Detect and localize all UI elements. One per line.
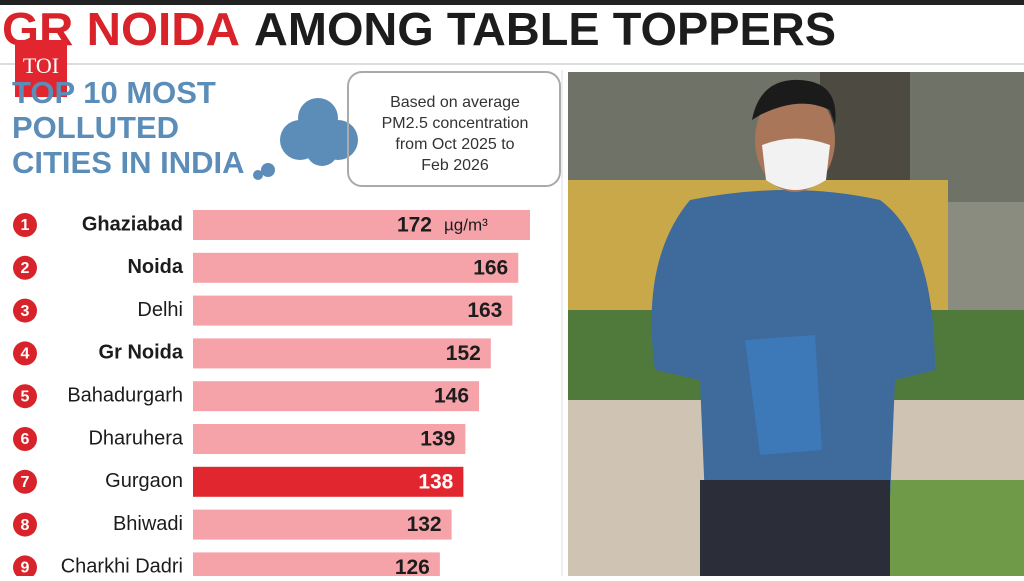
value-label: 172 — [397, 214, 432, 237]
photo — [568, 72, 1024, 576]
rank: 2 — [21, 260, 30, 277]
rank-badge — [13, 555, 37, 580]
value-label: 126 — [395, 556, 430, 576]
rank-badge — [13, 298, 37, 323]
value-label: 132 — [407, 513, 442, 536]
bar — [193, 338, 491, 369]
top-rule — [0, 0, 1024, 5]
note: PM2.5 concentration — [382, 115, 529, 132]
category-label: Bahadurgarh — [67, 384, 183, 406]
note-box — [347, 71, 561, 187]
bar — [193, 252, 519, 283]
value-label: 163 — [467, 299, 502, 322]
bar — [193, 424, 466, 454]
note: Based on average — [390, 94, 520, 111]
subtitle: TOP 10 MOST — [12, 75, 216, 110]
category-label: Charkhi Dadri — [61, 556, 183, 576]
subtitle: POLLUTED — [12, 110, 179, 145]
rank: 3 — [21, 303, 30, 320]
note: Feb 2026 — [421, 157, 489, 174]
category-label: Delhi — [137, 299, 183, 321]
category-label: Gurgaon — [105, 470, 183, 492]
category-label: Dharuhera — [88, 427, 183, 449]
bar — [193, 210, 530, 240]
rank-badge — [13, 255, 37, 280]
logo: TOI — [23, 53, 59, 78]
value-label: 152 — [446, 342, 481, 365]
value-label: 146 — [434, 385, 469, 408]
bar — [193, 466, 464, 497]
rank: 7 — [21, 474, 30, 491]
rank-badge — [13, 341, 37, 366]
rank: 1 — [21, 217, 30, 234]
value-label: 139 — [420, 428, 455, 451]
bar — [193, 509, 452, 540]
rank-badge — [13, 512, 37, 537]
subtitle: CITIES IN INDIA — [12, 145, 245, 180]
cloud-icon — [253, 98, 358, 180]
category-label: Gr Noida — [99, 342, 184, 364]
bar — [193, 381, 480, 412]
category-label: Ghaziabad — [82, 213, 183, 235]
rank: 6 — [21, 431, 30, 448]
title: AMONG TABLE TOPPERS — [254, 3, 836, 55]
rank-badge — [13, 469, 37, 494]
rank: 5 — [21, 388, 30, 405]
category-label: Bhiwadi — [113, 513, 183, 535]
category-label: Noida — [127, 256, 183, 278]
rank: 4 — [21, 346, 30, 363]
rank: 8 — [21, 517, 30, 534]
rank-badge — [13, 384, 37, 409]
unit-label: µg/m³ — [444, 215, 488, 234]
value-label: 138 — [418, 470, 453, 493]
rank-badge — [13, 213, 37, 237]
rank-badge — [13, 427, 37, 451]
value-label: 166 — [473, 256, 508, 279]
note: from Oct 2025 to — [395, 136, 514, 153]
bar — [193, 295, 513, 326]
logo-box — [15, 40, 67, 97]
rank: 9 — [21, 560, 30, 576]
